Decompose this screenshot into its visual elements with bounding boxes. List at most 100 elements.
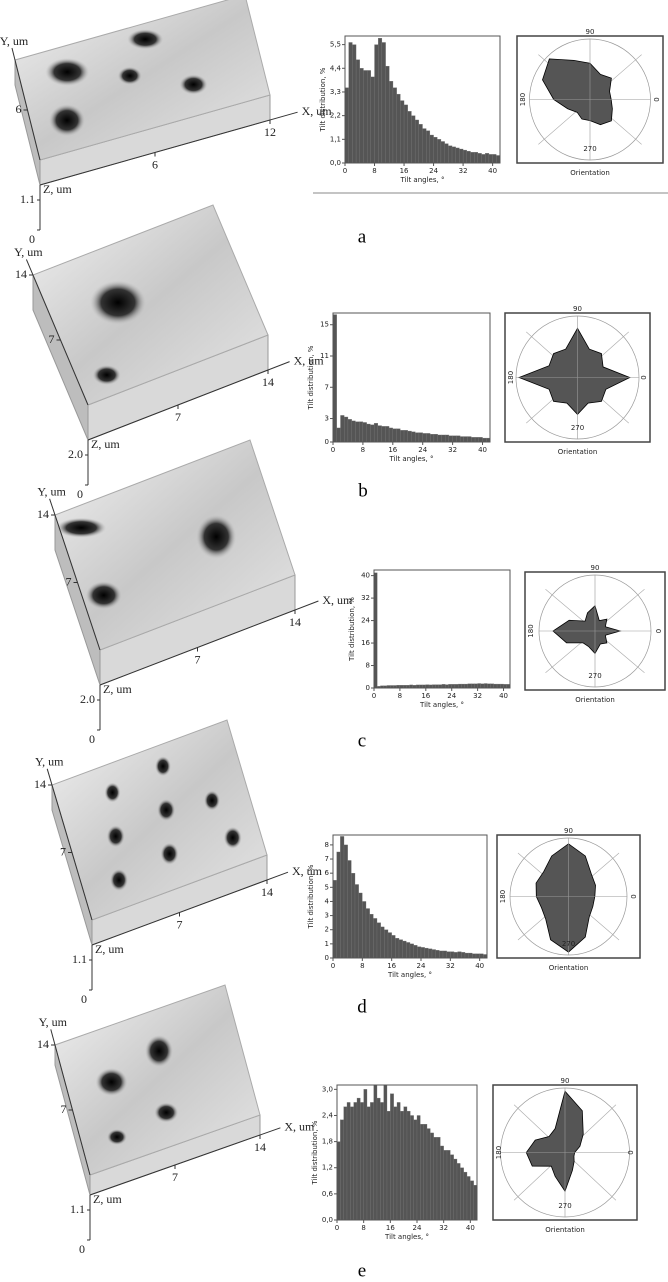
y-axis-label: Y, um [35,755,64,769]
bar [396,93,401,164]
x-axis-label: Tilt angles, ° [384,1233,429,1241]
x-tick-label: 40 [488,167,497,175]
bar [396,428,401,443]
bar [370,1102,374,1221]
x-tick-label: 14 [261,885,273,899]
bar [445,684,449,689]
bar [392,428,397,443]
bar [436,1137,441,1221]
y-tick-label: 3,3 [330,88,341,96]
bar [410,1115,414,1221]
theta-tick-label: 0 [630,894,638,898]
bar [466,151,471,164]
z-tick-label: 0 [89,732,95,746]
bar [432,684,436,689]
x-axis-label: Orientation [545,1226,585,1234]
y-axis-label: Tilt distribution, % [319,67,327,132]
bar [359,421,364,443]
x-tick-label: 0 [331,446,335,454]
bar [423,1124,428,1221]
bar [477,153,482,164]
y-tick-label: 15 [320,321,329,329]
bar [380,926,385,959]
bar [450,951,455,959]
theta-tick-label: 180 [495,1146,503,1159]
y-tick-label: 0,6 [322,1190,334,1198]
plot-frame [332,834,488,959]
y-axis-label: Tilt distribution, % [307,345,315,410]
bar [474,683,478,689]
theta-tick-label: 90 [586,28,595,36]
bar [451,684,456,689]
bar [450,1154,454,1221]
x-axis-label: Tilt angles, ° [387,971,432,979]
bar [426,130,431,164]
bar [426,433,431,443]
bar [366,70,371,164]
x-tick-label: 8 [398,692,402,700]
bar [381,42,386,164]
bar [354,884,359,959]
x-tick-label: 24 [447,692,456,700]
y-tick-label: 14 [34,777,46,791]
bar [470,152,475,164]
bar [400,100,405,164]
x-axis-label: Tilt angles, ° [389,455,434,463]
surface-pit [223,826,242,849]
bar [351,873,356,959]
y-axis [25,259,89,406]
y-tick-label: 7 [61,1102,67,1116]
bar [453,952,458,959]
y-tick-label: 8 [325,841,329,849]
bar [403,430,408,443]
bar [457,951,462,959]
surface-pit [204,790,220,811]
x-tick-label: 12 [264,125,276,139]
z-tick-label: 0 [29,232,35,246]
bar [400,1110,404,1221]
bar [430,1132,434,1221]
bar [406,1110,411,1221]
bar [363,70,368,164]
theta-tick-label: 180 [519,93,527,106]
y-tick-label: 7 [325,855,329,863]
theta-tick-label: 270 [588,672,601,680]
theta-tick-label: 270 [562,940,575,948]
bar [463,436,468,443]
bar [471,437,476,443]
x-tick-label: 7 [172,1170,178,1184]
surface-pit [154,1102,179,1123]
x-tick-label: 24 [417,962,426,970]
bar [479,953,484,959]
x-tick-label: 16 [421,692,430,700]
bar [352,44,357,164]
bar [416,1115,421,1221]
surface-top [54,984,261,1176]
x-tick-label: 40 [475,962,484,970]
bar [470,1180,474,1221]
theta-tick-label: 180 [527,624,535,637]
bar [332,314,337,443]
bar [370,424,375,443]
x-tick-label: 0 [331,962,335,970]
bar [441,684,446,689]
y-axis-label: Tilt distribution, % [307,864,315,929]
y-tick-label: 0 [325,954,329,962]
panel-caption: d [357,996,367,1017]
bar [395,938,400,959]
bar [433,434,438,443]
bar [490,683,494,689]
bar [480,683,485,689]
z-tick-label: 0 [77,487,83,501]
bar [407,430,412,443]
x-axis [99,600,319,686]
y-tick-label: 3 [325,912,329,920]
bar [418,124,423,164]
x-tick-label: 32 [448,446,457,454]
bar [472,953,477,959]
bar [336,427,341,443]
bar [356,1097,361,1221]
bar [496,683,501,689]
surface-pit [95,1068,128,1096]
